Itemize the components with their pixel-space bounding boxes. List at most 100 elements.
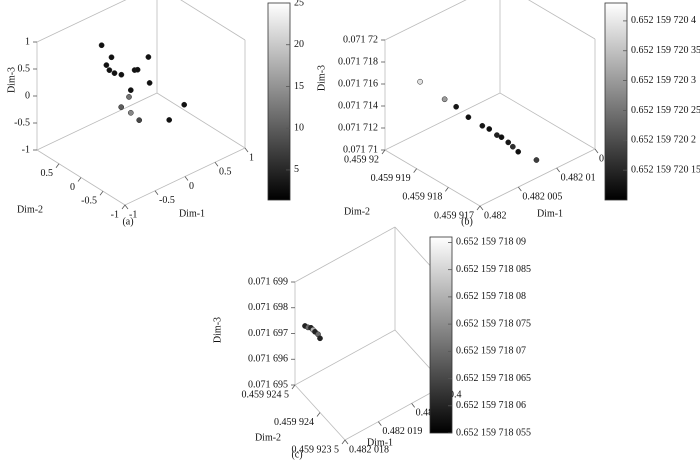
colorbar-tick-label: 0.652 159 718 08	[456, 291, 526, 302]
data-point	[465, 114, 472, 121]
data-point	[146, 80, 153, 86]
axis-box-line	[384, 92, 501, 151]
data-point	[166, 117, 173, 123]
x-tick-label: 1	[249, 152, 254, 163]
z-tick-label: 0.071 71	[343, 144, 378, 155]
axis-box-line	[180, 0, 246, 41]
x-tick-label: 0.482 005	[522, 191, 562, 202]
colorbar	[604, 2, 628, 201]
y-axis-label: Dim-2	[344, 206, 370, 217]
y-tick	[99, 191, 104, 196]
y-tick-label: -1	[111, 209, 119, 220]
x-tick	[378, 421, 382, 426]
x-axis-label: Dim-1	[537, 208, 563, 219]
y-tick	[341, 439, 346, 445]
x-tick-label: 0.482 018	[349, 444, 389, 455]
data-point	[498, 134, 505, 141]
panel-caption: (c)	[291, 449, 302, 460]
x-tick	[518, 186, 522, 192]
y-axis-label: Dim-2	[17, 204, 43, 215]
data-point	[441, 96, 448, 103]
y-tick-label: 0.459 919	[371, 173, 411, 184]
data-point	[127, 87, 134, 93]
y-tick-label: 0.459 924	[274, 417, 314, 428]
colorbar-tick-label: 5	[294, 164, 299, 175]
z-tick-label: 0.071 696	[248, 354, 288, 365]
data-point	[127, 109, 134, 116]
data-point	[111, 70, 118, 76]
y-axis-label: Dim-2	[255, 432, 281, 443]
axis-box-line	[156, 92, 246, 149]
colorbar-tick-label: 25	[294, 0, 304, 8]
y-tick	[316, 412, 321, 417]
x-tick	[411, 403, 415, 408]
colorbar-tick-label: 0.652 159 718 06	[456, 400, 526, 411]
z-tick-label: 0.071 72	[343, 34, 378, 45]
data-point	[479, 122, 486, 129]
z-tick-label: -0.5	[14, 117, 30, 128]
y-tick	[121, 204, 126, 210]
y-tick-label: 0.459 923 5	[292, 444, 340, 455]
y-tick-label: 0.459 92	[344, 154, 379, 165]
colorbar-tick-label: 0.652 159 718 09	[456, 237, 526, 248]
z-tick-label: 0.071 712	[338, 122, 378, 133]
z-axis-label: Dim-3	[6, 67, 17, 93]
y-tick-label: 0	[70, 182, 75, 193]
x-tick	[594, 148, 599, 154]
colorbar-tick-label: 0.652 159 718 07	[456, 346, 526, 357]
axis-box-line	[479, 148, 596, 207]
x-tick	[154, 190, 159, 195]
y-tick	[413, 168, 417, 173]
data-point	[453, 103, 459, 110]
x-tick	[344, 439, 349, 445]
data-point	[118, 71, 125, 78]
colorbar-tick-label: 0.652 159 718 065	[456, 373, 531, 384]
colorbar-tick-label: 0.652 159 720 3	[631, 75, 696, 86]
x-tick-label: 0.482	[484, 210, 507, 221]
x-tick	[479, 205, 484, 211]
data-point	[118, 104, 125, 110]
z-tick-label: 0.071 718	[338, 56, 378, 67]
data-point	[136, 117, 143, 124]
colorbar	[429, 236, 453, 434]
x-tick	[556, 167, 560, 173]
x-tick	[214, 162, 219, 167]
data-point	[134, 66, 141, 73]
data-point	[533, 157, 540, 163]
data-point	[103, 62, 110, 68]
y-tick-label: 0.459 924 5	[242, 389, 290, 400]
y-tick-label: 0.5	[41, 168, 54, 179]
data-point	[494, 132, 500, 138]
data-point	[106, 67, 113, 74]
colorbar-tick-label: 10	[294, 123, 304, 134]
x-tick-label: -1	[129, 209, 137, 220]
z-tick-label: 0.071 697	[248, 328, 288, 339]
axis-box-line	[344, 384, 446, 441]
data-point	[515, 148, 522, 155]
x-tick-label: 0.4	[449, 389, 462, 400]
x-tick	[244, 147, 249, 153]
axis-box-line	[499, 92, 596, 150]
axis-box-line	[294, 226, 396, 283]
x-tick-label: 0.5	[219, 167, 232, 178]
data-point	[509, 143, 516, 150]
colorbar-tick-label: 0.652 159 718 055	[456, 427, 531, 438]
z-tick-label: -1	[22, 144, 30, 155]
z-axis-label: Dim-3	[212, 317, 223, 343]
colorbar-tick-label: 0.652 159 720 15	[631, 164, 700, 175]
axis-box-line	[36, 0, 127, 43]
z-axis-label: Dim-3	[316, 65, 327, 91]
colorbar-tick-label: 20	[294, 39, 304, 50]
x-tick-label: -0.5	[159, 195, 175, 206]
z-tick-label: 0.071 716	[338, 78, 378, 89]
y-tick	[291, 384, 296, 390]
z-tick-label: 0.071 695	[248, 379, 288, 390]
x-tick	[124, 204, 129, 210]
x-axis-label: Dim-1	[367, 437, 393, 448]
data-point	[486, 126, 493, 132]
z-tick-label: 1	[25, 36, 30, 47]
axis-box-line	[294, 329, 396, 386]
z-tick-label: 0.071 698	[248, 302, 288, 313]
axis-box-line	[36, 92, 158, 151]
z-tick-label: 0	[25, 90, 30, 101]
